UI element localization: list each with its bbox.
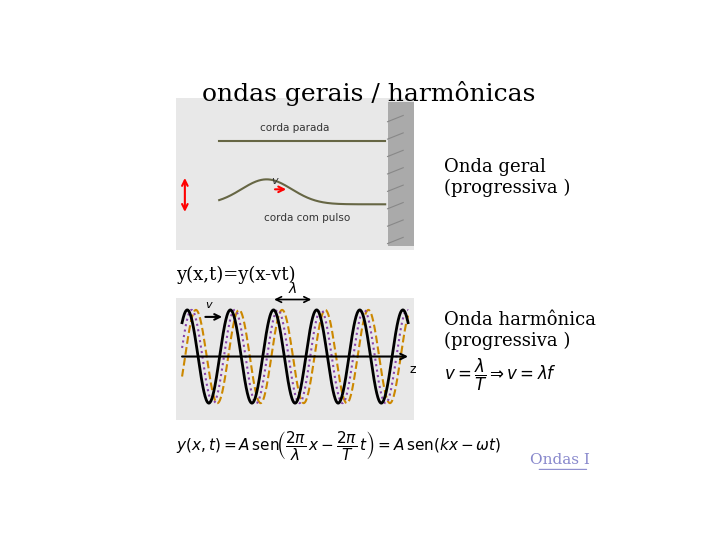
Text: corda com pulso: corda com pulso [264, 213, 350, 224]
Bar [176, 98, 413, 250]
Text: $y(x,t) = A\,\mathrm{sen}\!\left(\dfrac{2\pi}{\lambda}\,x - \dfrac{2\pi}{T}\,t\r: $y(x,t) = A\,\mathrm{sen}\!\left(\dfrac{… [176, 429, 502, 462]
Text: v: v [205, 300, 212, 310]
Bar [387, 102, 413, 246]
Text: z: z [409, 363, 415, 376]
Text: ondas gerais / harmônicas: ondas gerais / harmônicas [202, 82, 536, 106]
Text: y(x,t)=y(x-vt): y(x,t)=y(x-vt) [176, 266, 296, 284]
Text: Onda geral
(progressiva ): Onda geral (progressiva ) [444, 158, 571, 197]
Bar [176, 298, 413, 420]
Text: $\lambda$: $\lambda$ [288, 281, 297, 296]
Text: Ondas I: Ondas I [529, 453, 590, 467]
Text: v: v [271, 176, 279, 186]
Text: Onda harmônica
(progressiva ): Onda harmônica (progressiva ) [444, 312, 596, 350]
Text: corda parada: corda parada [261, 123, 330, 133]
Text: $v = \dfrac{\lambda}{T} \Rightarrow v = \lambda f$: $v = \dfrac{\lambda}{T} \Rightarrow v = … [444, 356, 557, 393]
